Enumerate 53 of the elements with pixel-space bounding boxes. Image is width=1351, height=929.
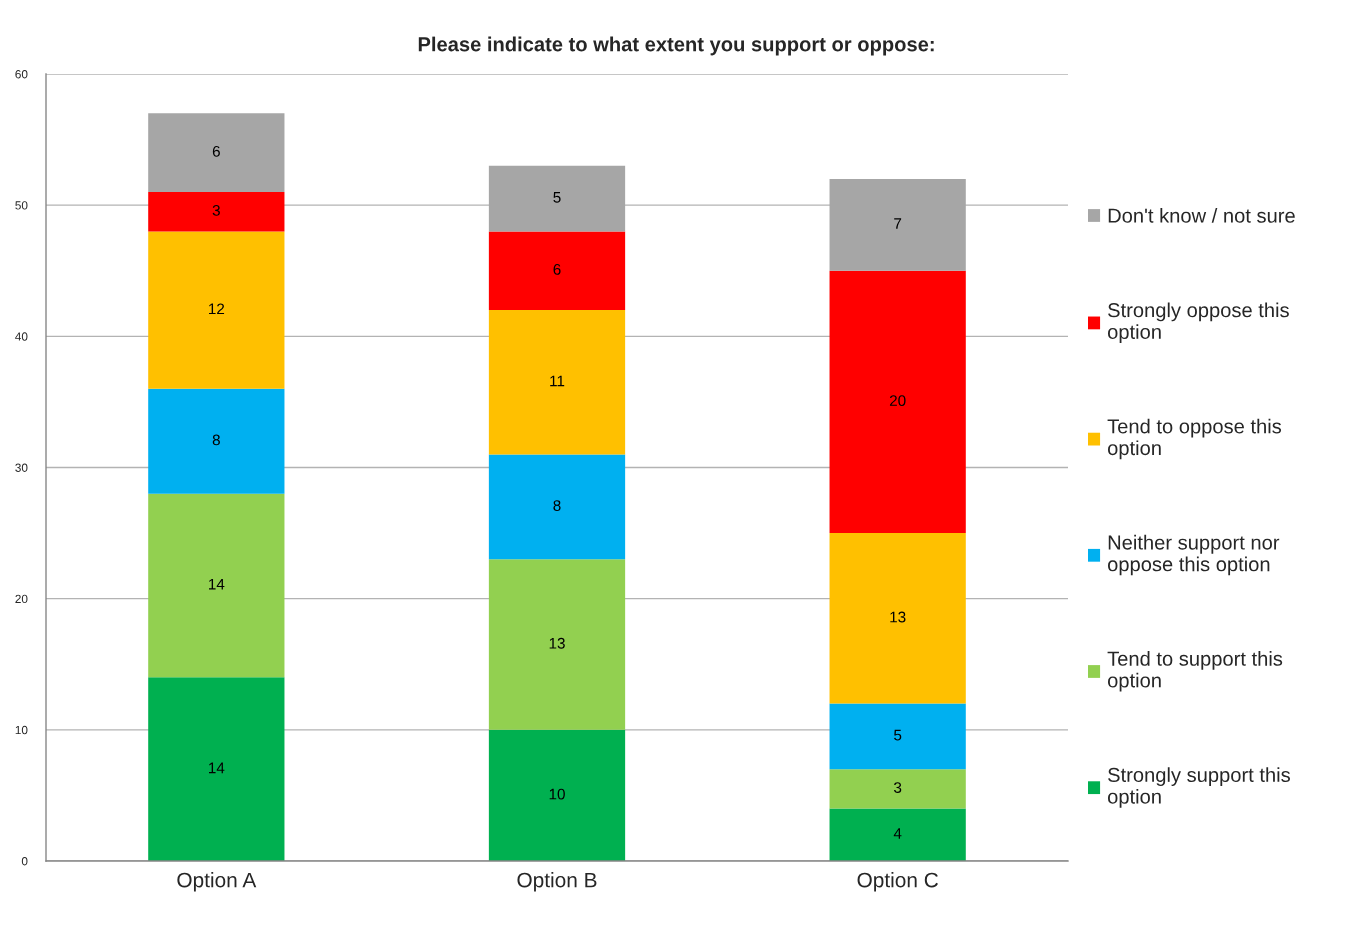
data-label: 13 <box>549 637 565 649</box>
data-label: 5 <box>553 192 561 203</box>
bar <box>829 533 966 704</box>
data-label: 20 <box>889 395 906 407</box>
y-tick-label: 60 <box>15 70 28 79</box>
bar <box>148 677 285 861</box>
data-label: 4 <box>893 828 902 839</box>
bar <box>829 178 966 271</box>
chart-title: Please indicate to what extent you support or oppose: <box>418 36 934 56</box>
bar <box>488 310 626 455</box>
data-label: 6 <box>553 264 561 275</box>
legend-label: Strongly oppose this option <box>1107 302 1289 343</box>
x-tick-label: Option A <box>177 872 257 892</box>
legend-label: Tend to oppose this option <box>1107 418 1282 460</box>
bar <box>148 231 285 389</box>
y-tick-label: 10 <box>15 725 28 735</box>
bar <box>488 231 626 311</box>
data-label: 10 <box>549 788 565 800</box>
data-label: 14 <box>209 578 225 590</box>
bar <box>148 192 285 232</box>
data-label: 6 <box>212 145 220 157</box>
bar <box>148 388 285 494</box>
data-label: 5 <box>894 729 902 741</box>
data-label: 11 <box>550 375 565 387</box>
y-tick-label: 50 <box>15 201 28 210</box>
legend-label: Don't know / not sure <box>1108 208 1295 223</box>
x-tick-label: Option C <box>857 872 938 892</box>
x-tick-label: Option B <box>517 872 597 892</box>
y-tick-label: 20 <box>15 594 28 604</box>
bar <box>829 703 966 770</box>
data-label: 12 <box>209 303 225 315</box>
bar <box>148 493 285 678</box>
y-tick-label: 0 <box>21 857 28 866</box>
bar <box>829 808 966 861</box>
bar <box>488 559 626 730</box>
data-label: 8 <box>212 434 220 446</box>
bar <box>148 113 285 193</box>
data-label: 14 <box>209 762 225 774</box>
bar <box>829 769 966 809</box>
bar <box>829 270 966 534</box>
y-tick-label: 40 <box>15 332 28 341</box>
data-label: 13 <box>890 611 906 623</box>
bar <box>488 729 626 861</box>
legend-label: Neither support nor oppose this option <box>1107 534 1280 576</box>
y-tick-label: 30 <box>15 463 28 472</box>
legend-label: Strongly support this option <box>1107 767 1290 808</box>
bar <box>488 165 626 232</box>
data-label: 7 <box>894 218 902 229</box>
data-label: 3 <box>212 205 220 216</box>
data-label: 8 <box>553 500 561 511</box>
legend-label: Tend to support this option <box>1107 651 1283 692</box>
data-label: 3 <box>894 782 902 793</box>
bar <box>488 454 626 560</box>
